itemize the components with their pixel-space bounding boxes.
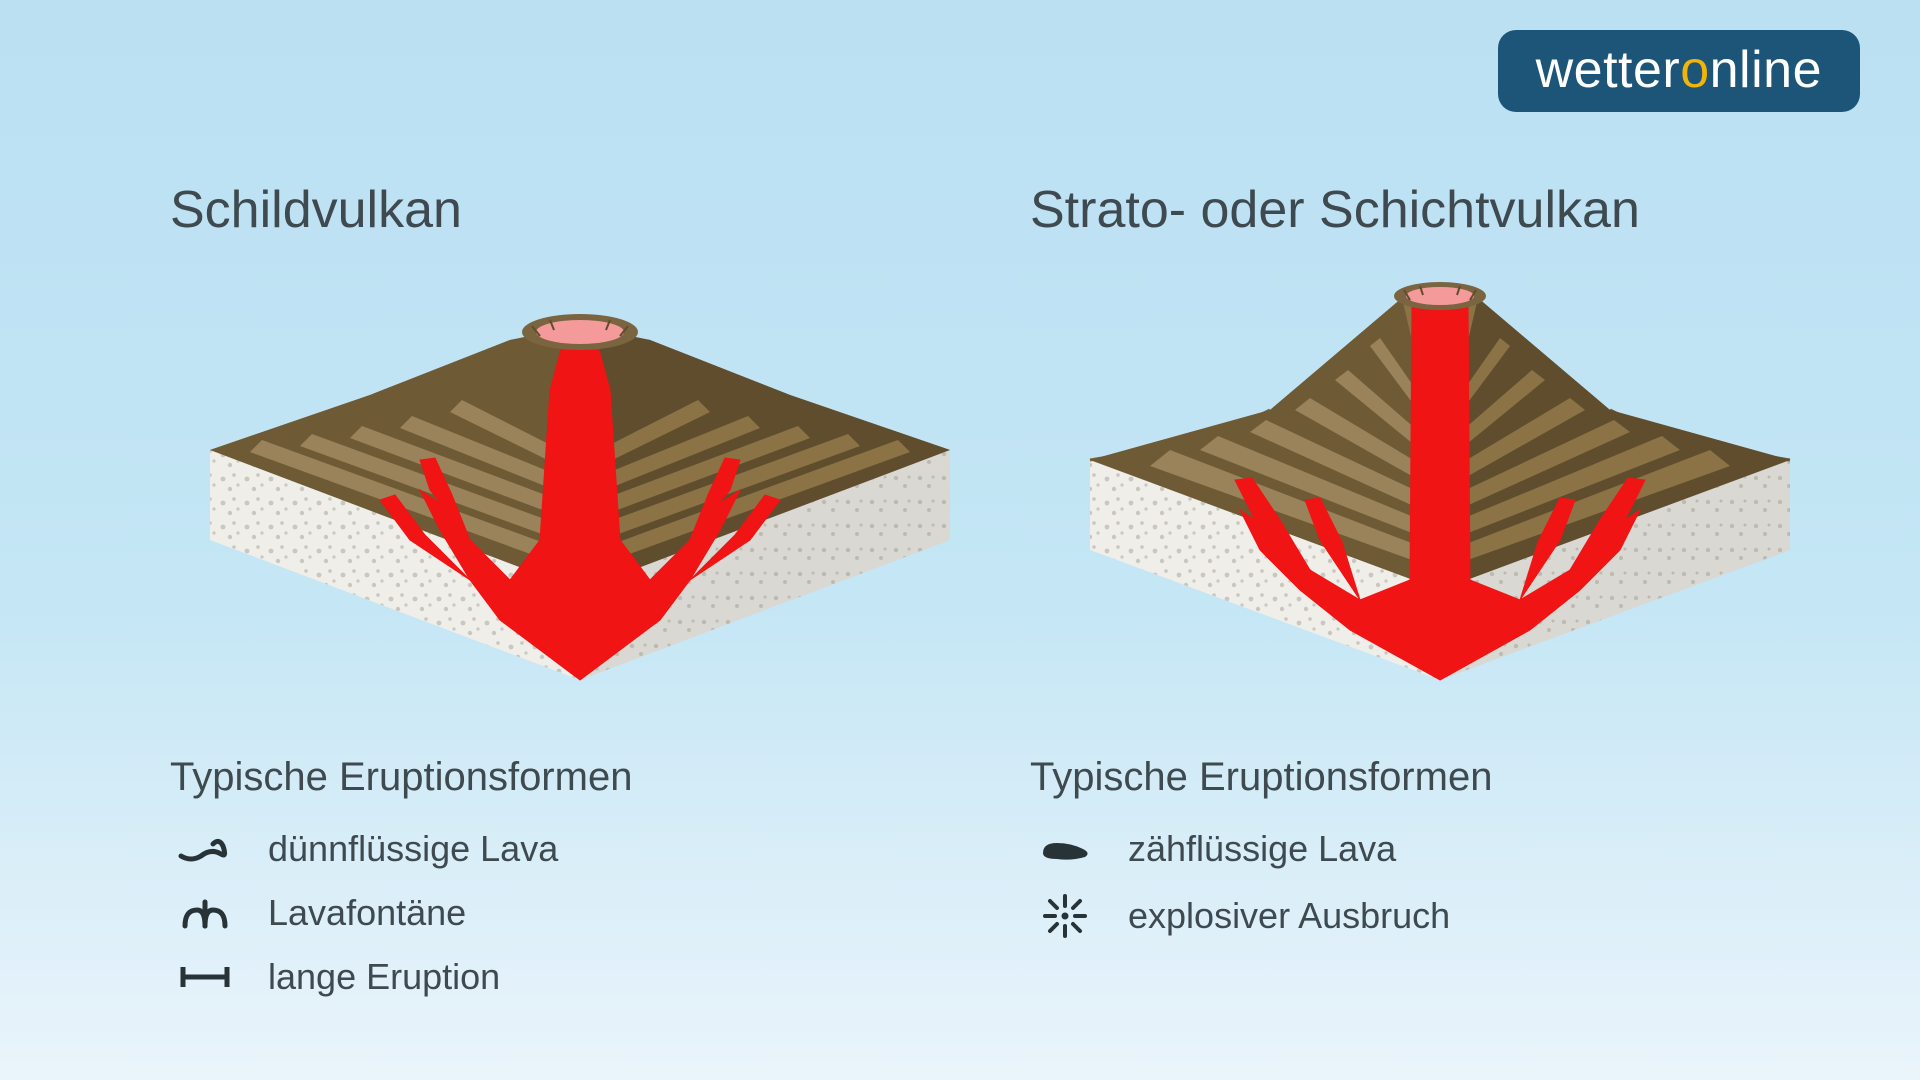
legend-item-left-1: Lavafontäne — [170, 892, 990, 934]
logo-text-o: o — [1680, 44, 1709, 96]
legend-label: dünnflüssige Lava — [268, 828, 558, 870]
diagram-shield — [170, 280, 990, 700]
legend-label: zähflüssige Lava — [1128, 828, 1396, 870]
fountain-icon — [170, 896, 240, 930]
burst-icon — [1030, 892, 1100, 940]
legend-label: lange Eruption — [268, 956, 500, 998]
brand-logo: wetter o nline — [1498, 30, 1860, 112]
diagram-strato — [1030, 280, 1850, 700]
legend-item-right-0: zähflüssige Lava — [1030, 828, 1850, 870]
legend-strato: Typische Eruptionsformen zähflüssige Lav… — [1030, 755, 1850, 940]
bracket-icon — [170, 963, 240, 991]
legend-title-shield: Typische Eruptionsformen — [170, 755, 990, 800]
blob-icon — [1030, 835, 1100, 863]
stage: wetter o nline Schildvulkan — [0, 0, 1920, 1080]
legend-label: Lavafontäne — [268, 892, 466, 934]
flow-icon — [170, 834, 240, 864]
title-shield: Schildvulkan — [170, 180, 990, 240]
legend-item-left-0: dünnflüssige Lava — [170, 828, 990, 870]
legend-title-strato: Typische Eruptionsformen — [1030, 755, 1850, 800]
legend-item-left-2: lange Eruption — [170, 956, 990, 998]
panel-shield: Schildvulkan — [170, 180, 990, 1020]
title-strato: Strato- oder Schichtvulkan — [1030, 180, 1850, 240]
logo-text-right: nline — [1710, 44, 1822, 96]
legend-item-right-1: explosiver Ausbruch — [1030, 892, 1850, 940]
legend-label: explosiver Ausbruch — [1128, 895, 1450, 937]
legend-shield: Typische Eruptionsformen dünnflüssige La… — [170, 755, 990, 998]
logo-text-left: wetter — [1536, 44, 1681, 96]
panel-strato: Strato- oder Schichtvulkan — [1030, 180, 1850, 962]
